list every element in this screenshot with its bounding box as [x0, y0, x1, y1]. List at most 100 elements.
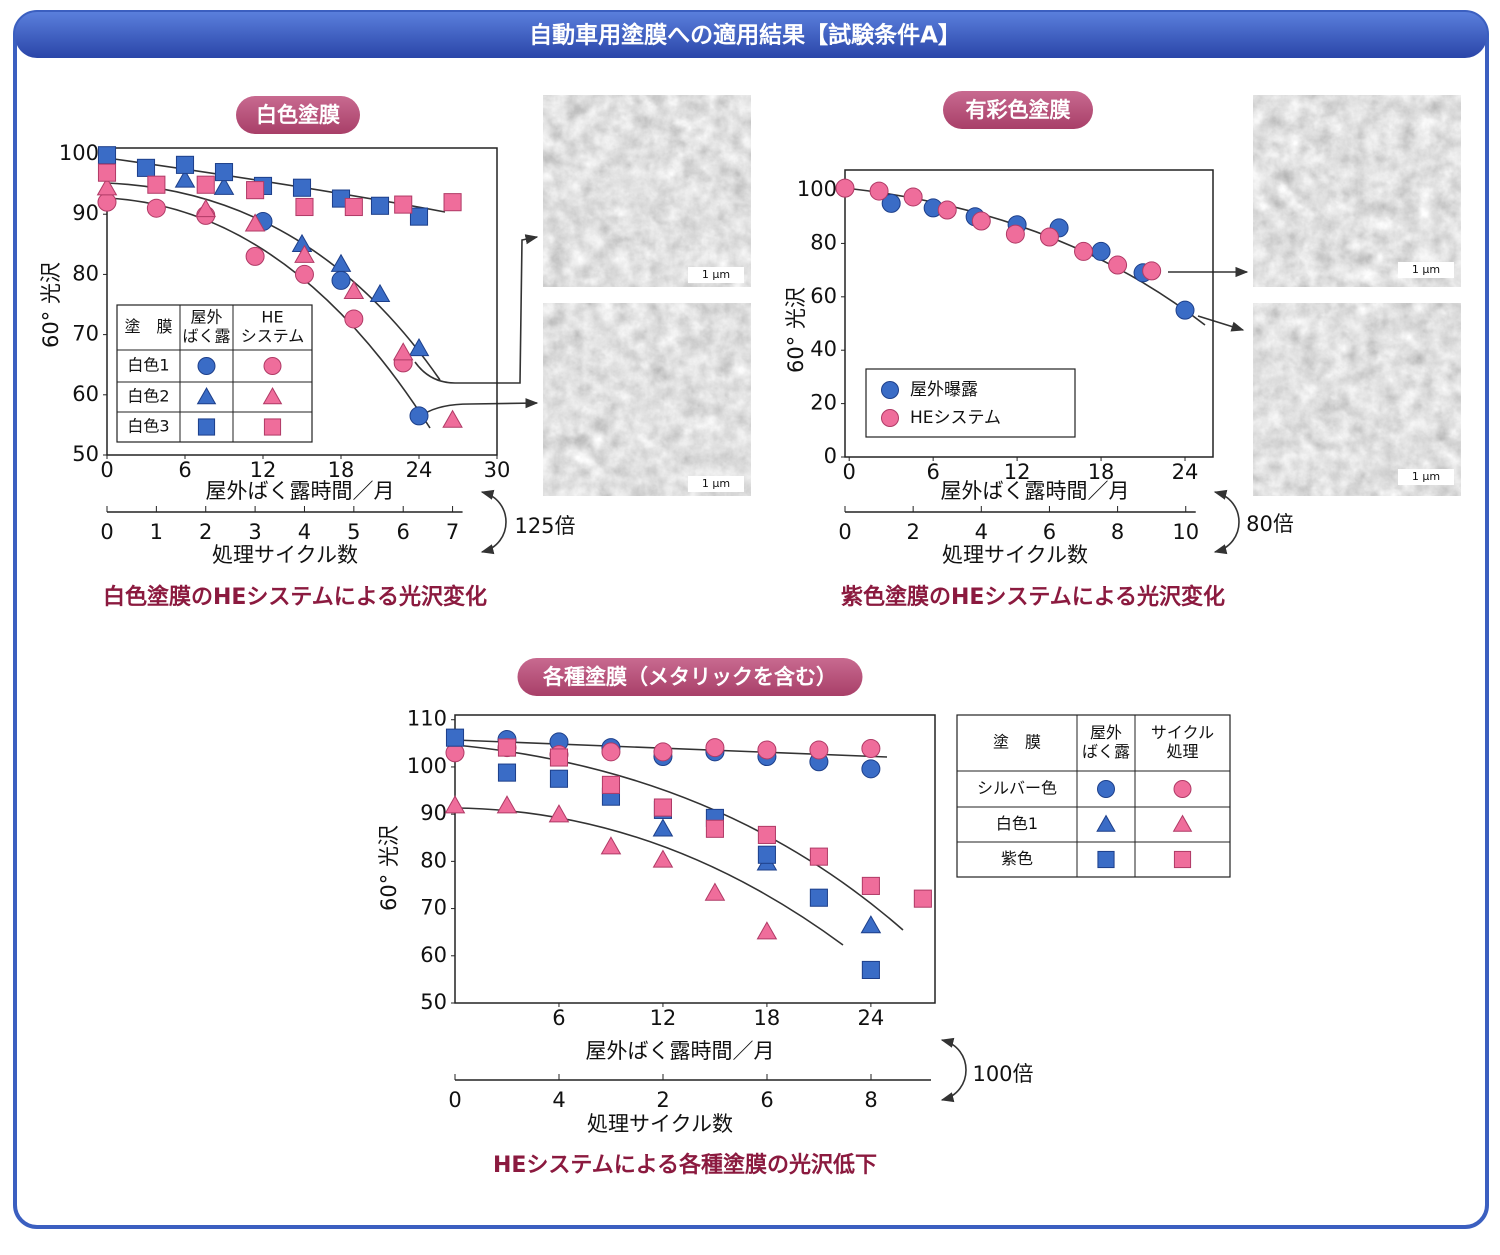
table-header: 屋外	[190, 308, 222, 327]
x-tick-label: 18	[328, 458, 355, 482]
x2-axis-label: 処理サイクル数	[587, 1112, 733, 1136]
x2-tick-label: 0	[838, 520, 851, 544]
table-header: 処理	[1166, 742, 1198, 761]
scale-box	[688, 476, 744, 492]
data-point	[330, 253, 352, 272]
y-tick-label: 110	[407, 707, 447, 731]
data-point	[809, 847, 828, 866]
sem-image	[1252, 302, 1462, 497]
legend	[865, 368, 1076, 438]
y-tick-label: 90	[420, 801, 447, 825]
legend-marker	[262, 387, 283, 405]
data-point	[146, 198, 166, 218]
legend-label: HEシステム	[910, 408, 1001, 428]
data-point	[409, 406, 429, 426]
legend-marker	[1173, 850, 1192, 869]
data-point	[443, 193, 462, 212]
x2-tick-label: 5	[347, 520, 360, 544]
legend-marker	[1172, 814, 1193, 832]
chart-title: 各種塗膜（メタリックを含む）	[542, 665, 837, 689]
data-point	[869, 181, 889, 201]
y-tick-label: 40	[810, 337, 837, 361]
x-tick-label: 0	[843, 460, 856, 484]
x2-tick-label: 1	[150, 520, 163, 544]
data-point	[601, 742, 621, 762]
y-tick-label: 90	[72, 201, 99, 225]
sem-images: 1 μm 1 μm 1 μm 1 μm	[542, 94, 1462, 497]
x2-axis-label: 処理サイクル数	[212, 543, 358, 567]
data-point	[174, 169, 196, 188]
table-row-label: 白色2	[127, 387, 169, 406]
legend-marker	[197, 357, 216, 375]
caption: HEシステムによる各種塗膜の光沢低下	[493, 1152, 877, 1178]
scale-label: 1 μm	[702, 268, 730, 281]
y-tick-label: 80	[72, 261, 99, 285]
scale-label: 1 μm	[702, 477, 730, 490]
legend-marker	[881, 409, 899, 427]
data-point	[394, 195, 413, 214]
data-point	[136, 158, 156, 177]
y-tick-label: 70	[420, 896, 447, 920]
y-axis-label: 60° 光沢	[39, 262, 63, 348]
fit-curve	[454, 744, 904, 931]
x-tick-label: 24	[1172, 460, 1199, 484]
data-point	[497, 738, 517, 757]
y-tick-label: 70	[72, 322, 99, 346]
data-point	[809, 740, 829, 760]
header-banner	[15, 12, 1487, 58]
data-point	[757, 825, 776, 844]
x2-tick-label: 8	[1111, 520, 1124, 544]
data-point	[1108, 255, 1128, 275]
data-point	[244, 213, 266, 232]
x-tick-label: 0	[100, 458, 113, 482]
table-row-label: 白色1	[996, 814, 1038, 833]
legend-marker	[881, 381, 899, 399]
data-point	[652, 818, 674, 837]
x-axis-label: 屋外ばく露時間／月	[586, 1039, 775, 1063]
table-header: HE	[261, 308, 283, 327]
table-row-label: シルバー色	[977, 779, 1057, 798]
x-tick-label: 24	[406, 458, 433, 482]
data-point	[705, 819, 724, 838]
x-tick-label: 18	[754, 1006, 781, 1030]
legend-marker	[263, 418, 282, 436]
x-tick-label: 30	[484, 458, 511, 482]
x-axis-label: 屋外ばく露時間／月	[941, 479, 1130, 503]
x2-tick-label: 6	[397, 520, 410, 544]
scale-label: 1 μm	[1412, 470, 1440, 483]
leader-arrow	[414, 234, 539, 384]
data-point	[1091, 241, 1111, 261]
y-axis-label: 60° 光沢	[377, 825, 401, 911]
data-point	[497, 763, 517, 782]
data-point	[881, 193, 901, 213]
legend-marker	[1173, 780, 1192, 798]
data-point	[861, 960, 880, 980]
data-point	[913, 889, 932, 908]
title-pill	[236, 96, 360, 134]
table-header: 塗 膜	[993, 733, 1041, 752]
data-point	[757, 740, 777, 760]
legend-marker	[1097, 850, 1115, 869]
data-point	[295, 197, 314, 217]
data-point	[704, 882, 726, 901]
sem-image	[542, 302, 752, 497]
data-point	[246, 181, 265, 200]
plot-frame	[106, 147, 498, 456]
fit-curve	[454, 807, 844, 946]
x-tick-label: 24	[858, 1006, 885, 1030]
data-point	[937, 200, 957, 220]
data-point	[756, 921, 778, 940]
data-point	[757, 845, 776, 864]
y-axis-label: 60° 光沢	[784, 287, 808, 373]
x-tick-label: 12	[650, 1006, 677, 1030]
data-point	[860, 915, 882, 934]
data-point	[409, 207, 429, 226]
data-point	[971, 211, 991, 231]
plot-frame	[454, 714, 936, 1004]
y-tick-label: 60	[420, 943, 447, 967]
x2-tick-label: 0	[448, 1088, 461, 1112]
bracket-arrow	[480, 489, 507, 555]
data-point	[549, 748, 569, 767]
data-point	[600, 836, 622, 855]
